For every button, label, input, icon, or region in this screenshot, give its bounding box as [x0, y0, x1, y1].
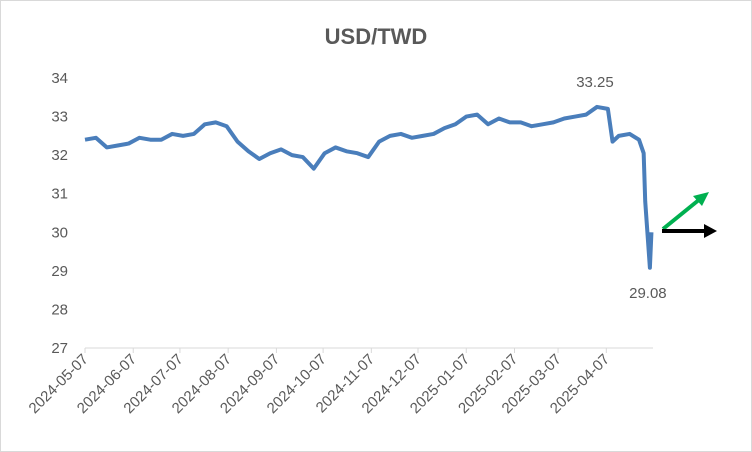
data-line — [84, 104, 654, 270]
y-tick-label: 30 — [51, 224, 68, 241]
arrow-up — [661, 192, 709, 231]
arrow-right — [662, 224, 717, 238]
y-tick-label: 34 — [51, 70, 68, 87]
y-tick-label: 27 — [51, 340, 68, 357]
data-label: 29.08 — [629, 285, 667, 302]
data-label: 33.25 — [576, 74, 614, 91]
y-tick-label: 32 — [51, 147, 68, 164]
y-tick-label: 28 — [51, 301, 68, 318]
chart-title: USD/TWD — [325, 24, 428, 49]
y-tick-label: 33 — [51, 109, 68, 126]
y-tick-label: 29 — [51, 263, 68, 280]
y-tick-label: 31 — [51, 186, 68, 203]
